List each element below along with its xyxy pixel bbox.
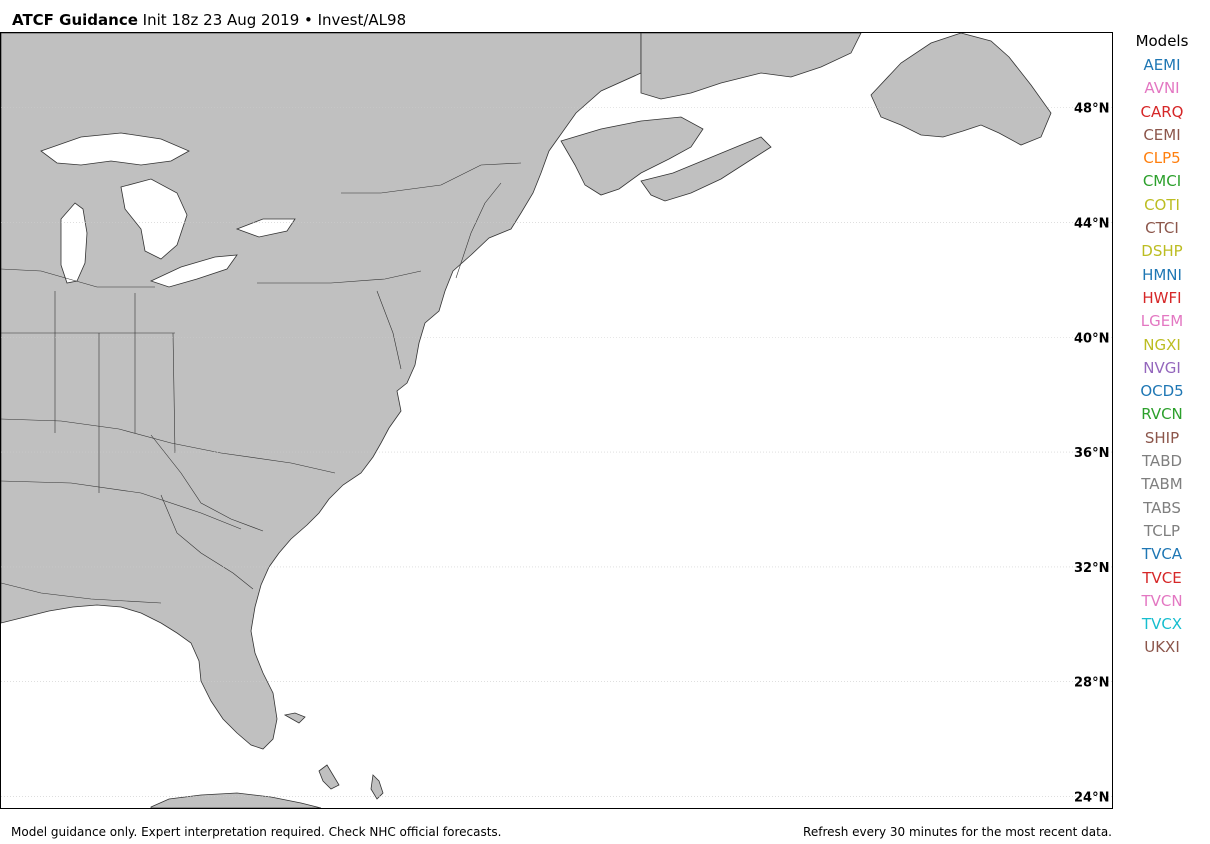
- land-newfoundland: [870, 33, 1052, 146]
- lat-label: 44°N: [1074, 216, 1109, 231]
- legend-item-tvca[interactable]: TVCA: [1141, 545, 1183, 564]
- legend-item-ukxi[interactable]: UKXI: [1144, 638, 1180, 657]
- lat-label: 28°N: [1074, 676, 1109, 691]
- legend-item-tabm[interactable]: TABM: [1141, 475, 1183, 494]
- legend-item-dshp[interactable]: DSHP: [1141, 242, 1183, 261]
- legend-item-nvgi[interactable]: NVGI: [1143, 358, 1181, 377]
- legend-item-tabs[interactable]: TABS: [1143, 498, 1181, 517]
- legend-item-rvcn[interactable]: RVCN: [1141, 405, 1183, 424]
- land-bahamas-1: [318, 764, 340, 790]
- lake-huron: [120, 178, 188, 260]
- legend-title: Models: [1135, 32, 1189, 50]
- lake-ontario: [235, 218, 296, 238]
- land-nova-scotia: [640, 136, 772, 202]
- legend-item-carq[interactable]: CARQ: [1140, 102, 1184, 121]
- land-cuba: [150, 792, 322, 808]
- track-map[interactable]: 144168TVCX168AEMI120168CMCI120SHIP168CEM…: [1, 33, 1112, 808]
- land-maritimes: [560, 116, 704, 196]
- legend-item-ngxi[interactable]: NGXI: [1143, 335, 1181, 354]
- axis-labels: 48°N44°N40°N36°N32°N28°N24°N88°W84°W80°W…: [1074, 102, 1109, 806]
- lat-label: 24°N: [1074, 791, 1109, 806]
- map-frame[interactable]: 144168TVCX168AEMI120168CMCI120SHIP168CEM…: [0, 32, 1113, 809]
- legend: Models AEMI AVNI CARQ CEMI CLP5 CMCI COTI CTCI D…: [1118, 32, 1206, 660]
- lake-erie: [149, 254, 238, 288]
- legend-item-ocd5[interactable]: OCD5: [1140, 382, 1184, 401]
- legend-item-cemi[interactable]: CEMI: [1143, 125, 1181, 144]
- land-bahamas-2: [370, 774, 384, 800]
- legend-item-tvce[interactable]: TVCE: [1142, 568, 1182, 587]
- legend-item-tabd[interactable]: TABD: [1141, 452, 1183, 471]
- graticule: [1, 107, 1112, 797]
- title-rest: Init 18z 23 Aug 2019 • Invest/AL98: [142, 11, 407, 29]
- legend-item-coti[interactable]: COTI: [1144, 195, 1180, 214]
- legend-item-tclp[interactable]: TCLP: [1143, 521, 1181, 540]
- land-layer: [1, 33, 1052, 808]
- legend-item-aemi[interactable]: AEMI: [1143, 56, 1181, 74]
- legend-item-hmni[interactable]: HMNI: [1142, 265, 1182, 284]
- legend-item-lgem[interactable]: LGEM: [1140, 312, 1184, 331]
- title-bold: ATCF Guidance: [12, 11, 138, 29]
- legend-item-ship[interactable]: SHIP: [1144, 428, 1180, 447]
- legend-items: AEMI AVNI CARQ CEMI CLP5 CMCI COTI CTCI DSHP HMNI…: [1118, 54, 1206, 660]
- lat-label: 48°N: [1074, 102, 1109, 117]
- legend-item-tvcn[interactable]: TVCN: [1141, 591, 1183, 610]
- legend-item-ctci[interactable]: CTCI: [1145, 219, 1179, 238]
- lat-label: 36°N: [1074, 446, 1109, 461]
- legend-item-avni[interactable]: AVNI: [1144, 79, 1180, 98]
- legend-item-cmci[interactable]: CMCI: [1142, 172, 1182, 191]
- map-title: ATCF Guidance Init 18z 23 Aug 2019 • Inv…: [12, 11, 406, 29]
- legend-item-hwfi[interactable]: HWFI: [1142, 288, 1182, 307]
- lake-michigan: [60, 202, 88, 284]
- lat-label: 40°N: [1074, 331, 1109, 346]
- land-bahamas-3: [283, 712, 306, 724]
- land-quebec-north: [640, 33, 862, 100]
- lake-superior: [40, 132, 190, 166]
- state-borders: [1, 162, 522, 604]
- refresh-note: Refresh every 30 minutes for the most re…: [803, 825, 1112, 839]
- disclaimer-text: Model guidance only. Expert interpretati…: [11, 825, 502, 839]
- legend-item-clp5[interactable]: CLP5: [1143, 149, 1181, 168]
- lat-label: 32°N: [1074, 561, 1109, 576]
- legend-item-tvcx[interactable]: TVCX: [1141, 615, 1183, 634]
